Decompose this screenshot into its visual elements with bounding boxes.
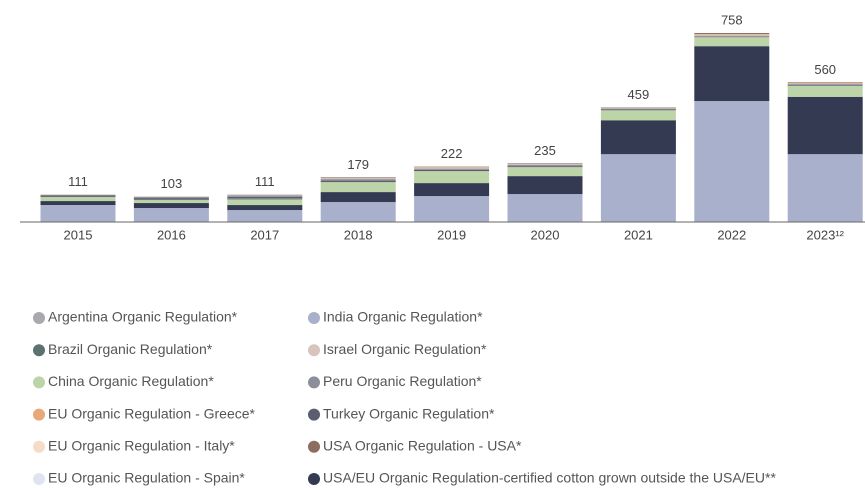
legend-swatch [33,312,45,324]
legend-label: Argentina Organic Regulation* [48,309,238,325]
bar-segment [600,120,676,155]
legend-swatch [308,344,320,357]
bar-segment [133,196,209,198]
bar-segment [787,85,863,86]
bar-segment [40,205,116,222]
legend-swatch [33,473,45,485]
total-label: 459 [628,87,650,102]
legend-label: Israel Organic Regulation* [323,341,487,357]
bar-segment [40,195,116,197]
bar-segment [320,202,396,222]
bar-segment [507,164,583,167]
legend-swatch [33,376,45,389]
bar-segment [787,85,863,97]
bar-segment [600,154,676,222]
bar-segment [507,194,583,222]
bar-segment [507,167,583,177]
bar-segment [694,46,770,102]
total-label: 179 [347,157,369,172]
legend-label: USA/EU Organic Regulation-certified cott… [323,470,776,486]
bar-segment [133,197,209,199]
legend-swatch [33,408,45,421]
bar-segment [600,109,676,111]
bar-segment [507,166,583,168]
x-tick-label: 2023¹² [806,227,844,242]
bar-segment [320,192,396,203]
legend-swatch [308,408,320,421]
x-tick-label: 2018 [344,227,373,242]
bar-segment [133,203,209,209]
legend-label: EU Organic Regulation - Greece* [48,405,256,421]
total-label: 758 [721,12,743,27]
bar-segment [227,196,303,199]
total-label: 103 [161,176,183,191]
legend-label: Turkey Organic Regulation* [323,405,495,421]
bar-segment [40,197,116,202]
bar-segment [40,201,116,206]
bar-segment [227,210,303,222]
bar-segment [507,163,583,165]
bar-segment [694,34,770,36]
bar-segment [227,205,303,211]
legend-label: India Organic Regulation* [323,309,483,325]
total-label: 111 [68,174,88,189]
bar-segment [320,182,396,193]
bar-segment [320,180,396,183]
bar-segment [787,96,863,155]
x-tick-label: 2020 [531,227,560,242]
bar-segment [600,107,676,109]
bar-segment [414,171,490,184]
bar-segment [227,195,303,197]
bar-segment [133,198,209,200]
legend-swatch [308,312,320,324]
total-label: 222 [441,146,463,161]
bar-segment [694,101,770,222]
legend-label: USA Organic Regulation - USA* [323,438,522,454]
bar-segment [414,168,490,170]
legend-swatch [308,440,320,453]
legend-label: Brazil Organic Regulation* [48,341,213,357]
bar-segment [133,199,209,201]
x-tick-label: 2015 [64,227,93,242]
bar-segment [320,178,396,180]
x-tick-label: 2016 [157,227,186,242]
bar-segment [787,154,863,222]
bar-segment [227,194,303,196]
total-label: 235 [534,143,556,158]
bar-segment [600,108,676,110]
legend-swatch [308,473,320,485]
bar-segment [320,179,396,181]
legend-swatch [308,376,320,389]
total-label: 111 [255,174,275,189]
bar-segment [40,194,116,196]
bar-segment [694,32,770,34]
x-tick-label: 2019 [437,227,466,242]
bar-segment [694,35,770,37]
bar-segment [227,199,303,206]
bar-segment [414,169,490,172]
bar-segment [414,196,490,222]
legend-label: China Organic Regulation* [48,373,214,389]
bar-segment [320,177,396,179]
legend-swatch [33,344,45,357]
legend-label: EU Organic Regulation - Italy* [48,438,235,454]
bar-segment [694,37,770,47]
bar-segment [507,176,583,195]
x-tick-label: 2022 [717,227,746,242]
total-label: 560 [814,62,836,77]
legend-label: EU Organic Regulation - Spain* [48,470,245,486]
x-tick-label: 2017 [250,227,279,242]
legend-label: Peru Organic Regulation* [323,373,482,389]
bar-segment [133,208,209,222]
bar-segment [787,84,863,86]
bar-segment [600,110,676,121]
bar-segment [414,167,490,169]
x-tick-label: 2021 [624,227,653,242]
bar-segment [133,200,209,204]
bar-segment [787,82,863,84]
bar-segment [507,164,583,165]
bar-segment [414,183,490,197]
legend-swatch [33,440,45,453]
